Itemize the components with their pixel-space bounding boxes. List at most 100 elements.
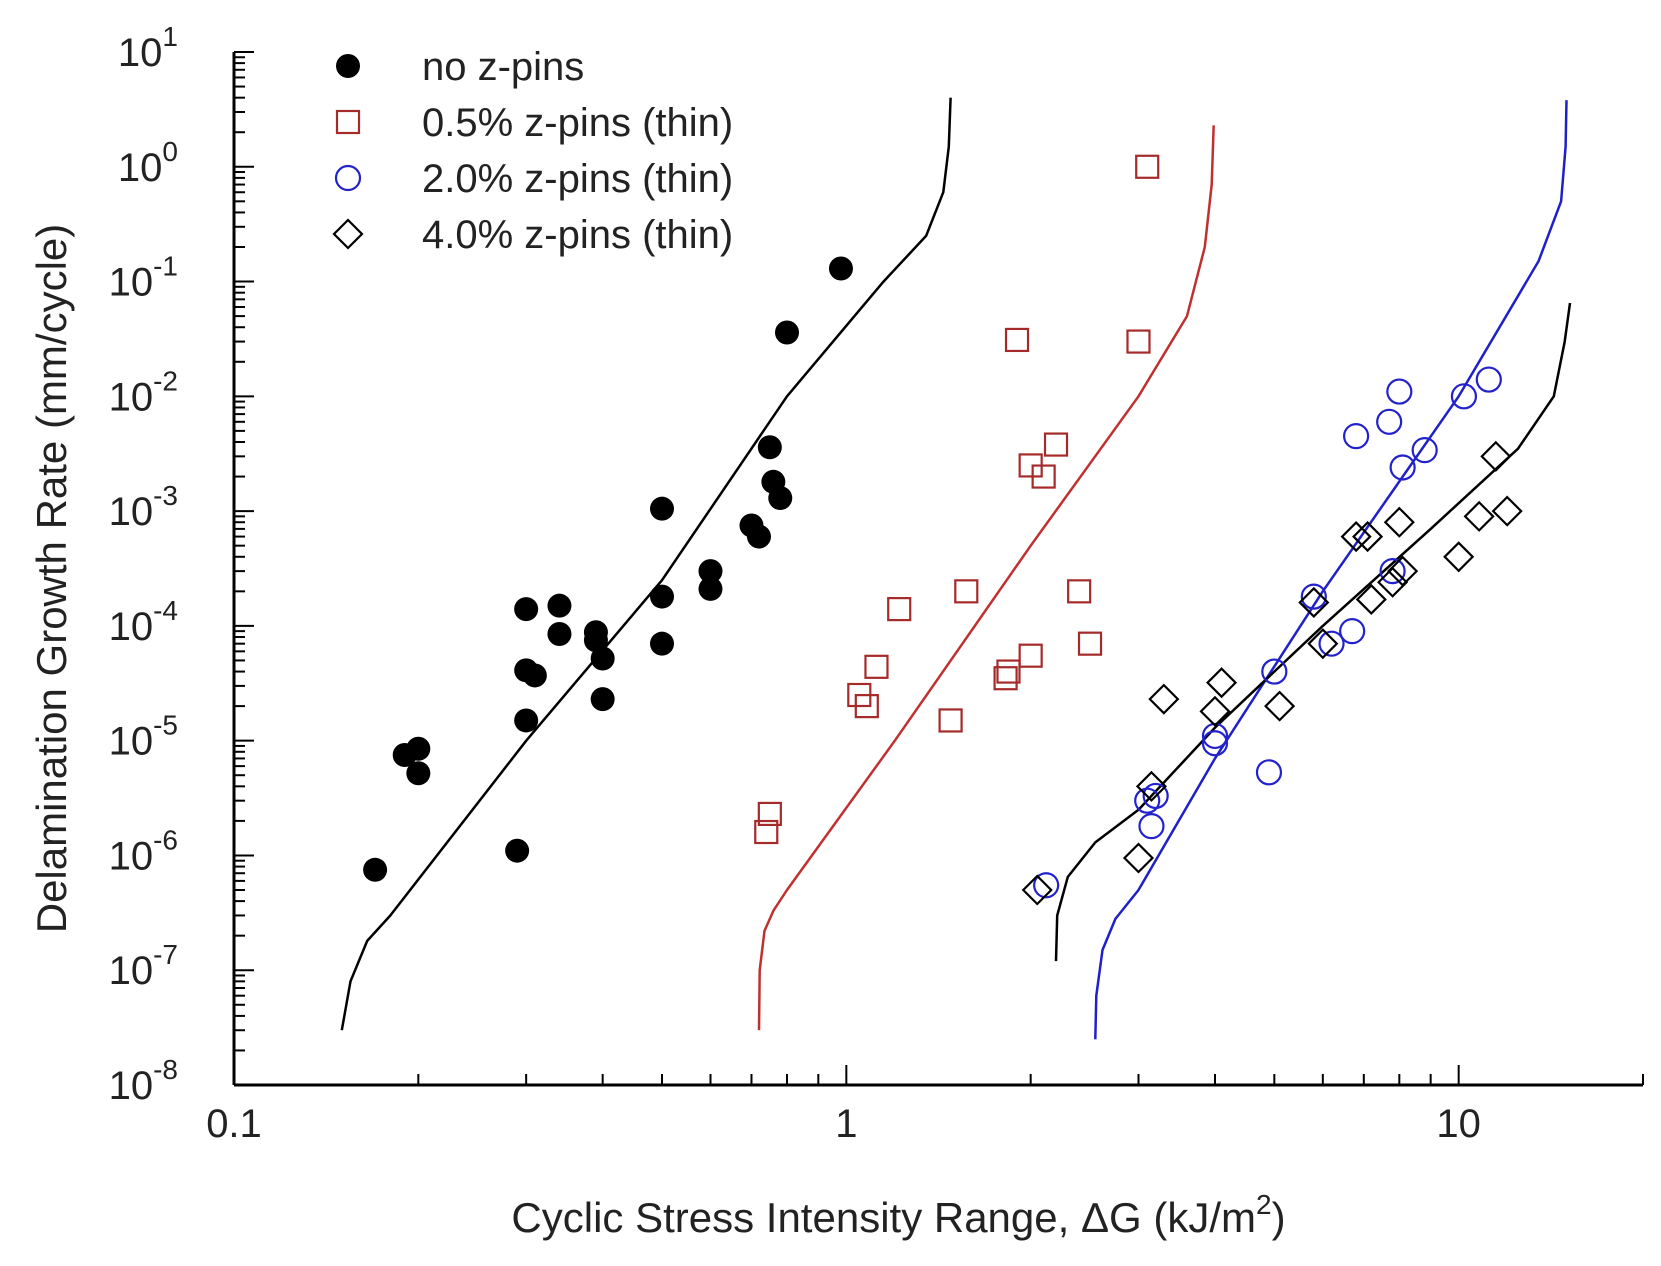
data-point-series-1 — [768, 486, 793, 511]
data-point-series-3 — [1142, 782, 1169, 810]
data-point-series-1 — [590, 646, 615, 671]
data-point-series-3 — [1475, 366, 1502, 393]
y-tick-label: 10-7 — [109, 939, 178, 993]
data-point-series-2 — [1031, 464, 1056, 489]
data-point-series-4 — [1021, 874, 1053, 906]
data-point-series-2 — [1004, 327, 1030, 353]
data-point-series-1 — [522, 663, 547, 688]
data-point-series-2 — [887, 597, 912, 622]
data-point-series-4 — [1206, 667, 1238, 699]
data-point-series-4 — [1264, 690, 1296, 722]
data-point-series-1 — [698, 576, 723, 601]
data-point-series-1 — [774, 320, 799, 345]
x-axis-title: Cyclic Stress Intensity Range, ΔG (kJ/m2… — [511, 1189, 1285, 1241]
data-point-series-3 — [1255, 759, 1283, 786]
data-point-series-2 — [1135, 154, 1160, 179]
data-point-series-1 — [583, 628, 608, 653]
legend-marker-4 — [332, 218, 364, 250]
data-point-series-1 — [828, 256, 853, 281]
data-point-series-2 — [1043, 432, 1069, 457]
data-point-series-4 — [1199, 695, 1231, 727]
legend-label-2: 0.5% z-pins (thin) — [422, 101, 733, 145]
legend: no z-pins 0.5% z-pins (thin) 2.0% z-pins (… — [332, 45, 733, 257]
data-point-series-1 — [650, 631, 675, 656]
data-point-series-3 — [1201, 730, 1229, 757]
fit-curve-3 — [1094, 100, 1568, 1040]
data-point-series-4 — [1148, 683, 1180, 715]
data-point-series-1 — [757, 435, 782, 460]
y-tick-label: 10-6 — [109, 824, 178, 878]
data-point-series-4 — [1491, 495, 1523, 527]
data-point-series-3 — [1318, 630, 1345, 657]
y-axis-title: Delamination Growth Rate (mm/cycle) — [28, 224, 75, 934]
data-point-series-4 — [1463, 500, 1495, 532]
data-point-series-1 — [650, 584, 675, 609]
data-point-series-2 — [1067, 579, 1092, 604]
data-point-series-4 — [1377, 566, 1409, 598]
data-point-series-2 — [954, 579, 979, 604]
data-point-series-3 — [1411, 437, 1438, 464]
data-point-series-3 — [1389, 454, 1416, 481]
data-point-series-3 — [1339, 618, 1366, 645]
data-point-series-1 — [746, 524, 771, 549]
data-point-series-3 — [1033, 872, 1060, 899]
data-point-series-2 — [754, 819, 779, 845]
y-tick-label: 10-4 — [109, 595, 178, 649]
y-tick-label: 10-5 — [109, 710, 178, 764]
data-point-series-1 — [514, 597, 539, 622]
data-point-series-4 — [1480, 440, 1512, 472]
data-point-series-2 — [1077, 631, 1103, 656]
legend-label-3: 2.0% z-pins (thin) — [422, 157, 733, 201]
data-point-series-4 — [1135, 770, 1168, 802]
data-point-series-3 — [1138, 813, 1165, 840]
data-point-series-1 — [650, 496, 675, 521]
legend-label-4: 4.0% z-pins (thin) — [422, 213, 733, 257]
y-tick-label: 100 — [118, 136, 178, 190]
legend-marker-3 — [334, 164, 362, 192]
data-points — [363, 154, 1523, 906]
data-point-series-2 — [1018, 643, 1043, 668]
y-tick-label: 10-1 — [109, 251, 178, 305]
data-point-series-1 — [547, 621, 572, 646]
data-point-series-4 — [1443, 541, 1475, 573]
data-point-series-1 — [514, 708, 539, 733]
data-point-series-1 — [505, 838, 530, 863]
data-point-series-2 — [996, 659, 1021, 684]
data-point-series-2 — [854, 694, 879, 719]
data-point-series-3 — [1261, 658, 1288, 685]
plot-frame — [232, 52, 1643, 1087]
data-point-series-4 — [1122, 842, 1155, 874]
y-tick-label: 10-2 — [109, 365, 178, 419]
data-point-series-1 — [590, 687, 615, 712]
data-point-series-1 — [547, 593, 572, 618]
data-point-series-2 — [938, 708, 963, 733]
data-point-series-4 — [1340, 521, 1372, 553]
data-point-series-3 — [1300, 583, 1327, 610]
data-point-series-1 — [406, 736, 431, 761]
data-point-series-2 — [1126, 329, 1151, 354]
y-tick-label: 10-8 — [109, 1054, 178, 1108]
data-point-series-4 — [1298, 586, 1330, 619]
data-point-series-1 — [363, 857, 388, 882]
x-tick-label: 0.1 — [206, 1102, 262, 1146]
data-point-series-3 — [1376, 408, 1403, 435]
data-point-series-3 — [1450, 383, 1478, 410]
data-point-series-4 — [1352, 521, 1384, 553]
x-axis-ticks: 0.1 1 10 — [206, 1065, 1644, 1146]
fit-curve-4 — [1054, 302, 1572, 962]
data-point-series-1 — [406, 761, 431, 786]
x-tick-label: 10 — [1436, 1102, 1481, 1146]
y-tick-label: 101 — [118, 21, 178, 75]
fit-curves — [340, 97, 1572, 1040]
data-point-series-4 — [1383, 506, 1415, 538]
y-tick-label: 10-3 — [109, 480, 178, 534]
legend-marker-2 — [335, 109, 361, 135]
fit-curve-1 — [340, 97, 952, 1031]
x-tick-label: 1 — [835, 1102, 857, 1146]
data-point-series-1 — [698, 559, 723, 584]
data-point-series-4 — [1307, 628, 1339, 660]
legend-marker-1 — [336, 54, 360, 78]
data-point-series-3 — [1343, 423, 1370, 450]
data-point-series-4 — [1355, 583, 1387, 615]
